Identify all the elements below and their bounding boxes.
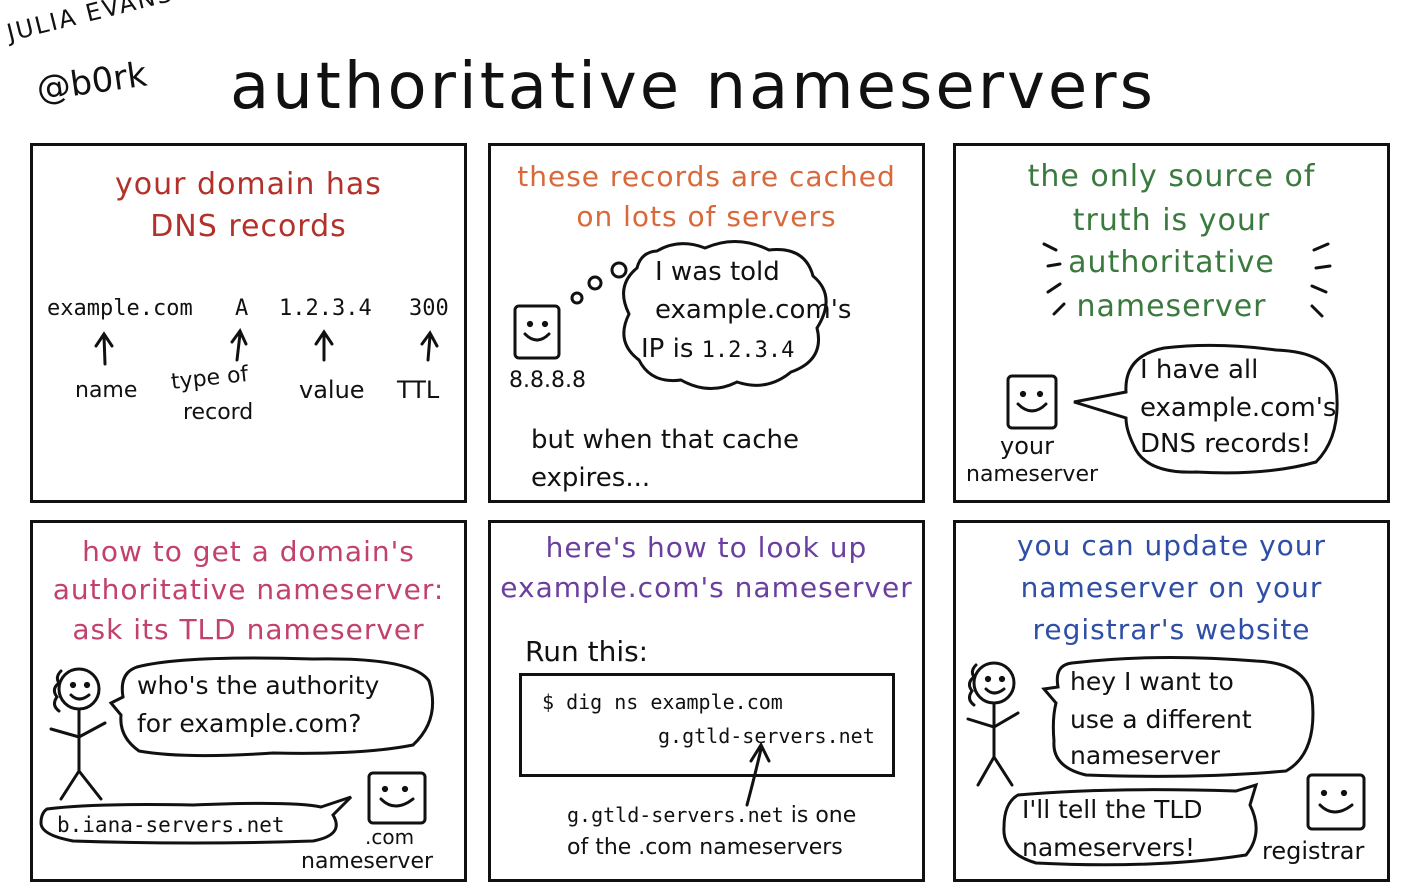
- panel3-heading-line4: nameserver: [1076, 289, 1267, 324]
- panel4-drawings: [39, 656, 435, 845]
- person-icon: [49, 667, 107, 801]
- panel3-speech-line1: I have all: [1140, 355, 1259, 385]
- request-line2: use a different: [1070, 705, 1252, 734]
- panel-lookup-nameserver: here's how to look up example.com's name…: [488, 520, 925, 882]
- your-nameserver-icon: [1006, 374, 1058, 430]
- panel5-note-line2: of the .com nameservers: [567, 835, 843, 860]
- label-name: name: [75, 378, 138, 403]
- record-ttl: 300: [409, 296, 449, 321]
- author-name: JULIA EVANS: [4, 0, 177, 48]
- registrar-label: registrar: [1262, 837, 1365, 865]
- panel3-heading-line1: the only source of: [1027, 159, 1316, 194]
- thought-line2: example.com's: [655, 295, 852, 325]
- panel-cached-records: these records are cached on lots of serv…: [488, 143, 925, 503]
- page-title: authoritative nameservers: [230, 50, 1156, 124]
- thought-bubble: [622, 239, 828, 390]
- answer-text: b.iana-servers.net: [57, 813, 285, 837]
- question-line1: who's the authority: [137, 671, 380, 700]
- panel-dns-records: your domain has DNS records example.com …: [30, 143, 467, 503]
- panel5-heading-line2: example.com's nameserver: [500, 571, 913, 604]
- panel-update-registrar: you can update your nameserver on your r…: [953, 520, 1390, 882]
- reply-line2: nameservers!: [1022, 833, 1196, 862]
- panel1-heading-line1: your domain has: [115, 167, 382, 202]
- panel5-heading-line1: here's how to look up: [545, 531, 868, 564]
- registrar-icon: [1306, 773, 1366, 831]
- arrow-ttl: [420, 330, 439, 362]
- arrow-name: [94, 331, 114, 366]
- thought-ip: 1.2.3.4: [701, 338, 795, 363]
- thought-line1: I was told: [655, 257, 780, 287]
- emphasis-lines-left: [1042, 242, 1066, 316]
- terminal-box: $ dig ns example.com g.gtld-servers.net: [519, 673, 895, 777]
- request-bubble: [1041, 655, 1315, 778]
- panel4-heading-line3: ask its TLD nameserver: [72, 613, 425, 646]
- thought-line3: IP is 1.2.3.4: [641, 331, 794, 369]
- record-type: A: [235, 296, 249, 321]
- reply-bubble: [1002, 782, 1259, 867]
- arrow-type: [230, 328, 248, 362]
- panel-source-of-truth: the only source of truth is your authori…: [953, 143, 1390, 503]
- com-nameserver-label-line1: .com: [365, 825, 415, 849]
- com-nameserver-icon: [367, 771, 427, 825]
- record-arrows: [94, 328, 439, 366]
- server-label-8888: 8.8.8.8: [509, 368, 586, 393]
- panel2-heading-line1: these records are cached: [517, 160, 896, 193]
- panel6-heading-line3: registrar's website: [1032, 613, 1311, 646]
- panel-tld-nameserver: how to get a domain's authoritative name…: [30, 520, 467, 882]
- record-name: example.com: [47, 296, 193, 321]
- panel1-heading-line2: DNS records: [150, 209, 347, 244]
- question-bubble: [108, 656, 435, 758]
- panel2-heading-line2: on lots of servers: [576, 200, 837, 233]
- server-8888-icon: [513, 239, 828, 390]
- panel4-heading-line1: how to get a domain's: [82, 535, 415, 568]
- panel6-heading-line2: nameserver on your: [1020, 571, 1323, 604]
- answer-bubble: [39, 795, 353, 845]
- panel5-arrow: [745, 741, 771, 807]
- record-value: 1.2.3.4: [279, 296, 372, 321]
- author-handle: @b0rk: [34, 54, 150, 110]
- panel3-heading-line2: truth is your: [1072, 203, 1271, 238]
- reply-line1: I'll tell the TLD: [1022, 795, 1203, 824]
- panel4-heading-line2: authoritative nameserver:: [52, 573, 445, 606]
- panel2-footer-line2: expires...: [531, 463, 651, 493]
- panel3-speech-line3: DNS records!: [1140, 429, 1312, 459]
- note-server-name: g.gtld-servers.net: [567, 803, 784, 827]
- arrow-value: [314, 329, 334, 362]
- run-label: Run this:: [525, 635, 649, 668]
- question-line2: for example.com?: [137, 709, 362, 738]
- note-is-one: is one: [790, 803, 857, 828]
- your-nameserver-label-line1: your: [1000, 432, 1054, 460]
- request-line3: nameserver: [1070, 741, 1221, 770]
- panel3-drawings: [1006, 242, 1339, 475]
- dig-output: g.gtld-servers.net: [658, 724, 875, 748]
- label-type-line2: record: [183, 400, 254, 425]
- dig-command: $ dig ns example.com: [542, 690, 783, 714]
- panel3-speech-bubble: [1073, 343, 1339, 475]
- your-nameserver-label-line2: nameserver: [966, 462, 1099, 487]
- emphasis-lines-right: [1310, 242, 1332, 318]
- panel2-footer-line1: but when that cache: [531, 425, 799, 455]
- panel6-heading-line1: you can update your: [1016, 529, 1327, 562]
- panel5-note-line1: g.gtld-servers.net is one: [567, 803, 856, 828]
- request-line1: hey I want to: [1070, 667, 1234, 696]
- thought-ip-prefix: IP is: [641, 334, 694, 364]
- panel3-heading-line3: authoritative: [1068, 245, 1275, 280]
- person-icon: [966, 661, 1020, 787]
- label-value: value: [299, 376, 365, 404]
- panel6-drawings: [966, 655, 1366, 867]
- com-nameserver-label-line2: nameserver: [301, 849, 434, 874]
- panel3-speech-line2: example.com's: [1140, 393, 1337, 423]
- label-ttl: TTL: [397, 376, 440, 404]
